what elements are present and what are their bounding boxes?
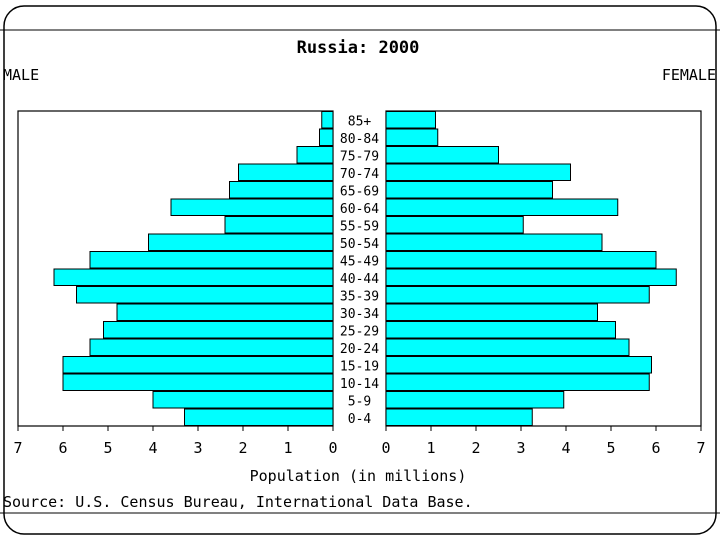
age-label: 30-34 [340, 307, 379, 322]
male-bar-15-19 [62, 356, 334, 374]
female-bar-0-4 [385, 408, 533, 426]
age-label: 40-44 [340, 272, 379, 287]
source-note: Source: U.S. Census Bureau, Internationa… [3, 493, 473, 511]
chart-title: Russia: 2000 [297, 38, 420, 58]
male-bar-20-24 [89, 338, 334, 356]
female-bar-25-29 [385, 321, 616, 339]
female-bar-65-69 [385, 181, 553, 199]
male-bar-5-9 [152, 391, 334, 409]
male-bar-30-34 [116, 303, 334, 321]
age-label: 20-24 [340, 342, 379, 357]
female-bar-40-44 [385, 268, 677, 286]
male-bar-35-39 [76, 286, 334, 304]
male-bar-75-79 [296, 146, 334, 164]
x-axis-label: Population (in millions) [250, 467, 467, 485]
male-bar-40-44 [53, 268, 334, 286]
male-bar-10-14 [62, 373, 334, 391]
age-label: 60-64 [340, 202, 379, 217]
bars-group [53, 111, 677, 426]
male-bar-65-69 [229, 181, 334, 199]
male-bar-50-54 [148, 233, 334, 251]
female-bar-80-84 [385, 128, 439, 146]
male-tick-label: 2 [238, 439, 247, 457]
female-bar-15-19 [385, 356, 652, 374]
female-tick-label: 7 [696, 439, 705, 457]
female-bar-60-64 [385, 198, 619, 216]
female-bar-10-14 [385, 373, 650, 391]
age-label: 80-84 [340, 132, 379, 147]
age-label: 25-29 [340, 324, 379, 339]
male-tick-label: 3 [193, 439, 202, 457]
age-label: 55-59 [340, 219, 379, 234]
male-bar-60-64 [170, 198, 334, 216]
female-tick-label: 2 [471, 439, 480, 457]
female-bar-30-34 [385, 303, 598, 321]
female-tick-label: 4 [561, 439, 570, 457]
female-bar-50-54 [385, 233, 603, 251]
female-bar-45-49 [385, 251, 657, 269]
age-label: 45-49 [340, 254, 379, 269]
male-bar-25-29 [103, 321, 334, 339]
female-label: FEMALE [662, 66, 716, 84]
male-tick-label: 7 [13, 439, 22, 457]
female-tick-label: 3 [516, 439, 525, 457]
female-bar-5-9 [385, 391, 565, 409]
age-label: 85+ [348, 114, 372, 129]
age-label: 35-39 [340, 289, 379, 304]
female-tick-label: 6 [651, 439, 660, 457]
male-bar-70-74 [238, 163, 334, 181]
age-label: 70-74 [340, 167, 379, 182]
x-ticks-group: 0 0 1 1 2 2 3 3 4 4 5 5 6 6 7 7 [13, 426, 706, 457]
male-tick-label: 4 [148, 439, 157, 457]
male-tick-label: 0 [328, 439, 337, 457]
female-bar-85+ [385, 111, 436, 129]
female-tick-label: 1 [426, 439, 435, 457]
age-labels-group: 85+ 80-84 75-79 70-74 65-69 60-64 55-59 50-54 45… [340, 114, 379, 427]
male-bar-0-4 [184, 408, 334, 426]
age-label: 0-4 [348, 412, 372, 427]
age-label: 5-9 [348, 394, 371, 409]
female-tick-label: 0 [381, 439, 390, 457]
male-bar-80-84 [319, 128, 334, 146]
female-bar-35-39 [385, 286, 650, 304]
female-bar-75-79 [385, 146, 499, 164]
male-tick-label: 5 [103, 439, 112, 457]
male-tick-label: 1 [283, 439, 292, 457]
female-bar-70-74 [385, 163, 571, 181]
age-label: 15-19 [340, 359, 379, 374]
male-bar-55-59 [224, 216, 334, 234]
age-label: 10-14 [340, 377, 379, 392]
male-label: MALE [3, 66, 39, 84]
female-tick-label: 5 [606, 439, 615, 457]
male-tick-label: 6 [58, 439, 67, 457]
male-bar-85+ [321, 111, 334, 129]
age-label: 65-69 [340, 184, 379, 199]
age-label: 50-54 [340, 237, 379, 252]
female-bar-20-24 [385, 338, 630, 356]
male-bar-45-49 [89, 251, 334, 269]
age-label: 75-79 [340, 149, 379, 164]
female-bar-55-59 [385, 216, 524, 234]
